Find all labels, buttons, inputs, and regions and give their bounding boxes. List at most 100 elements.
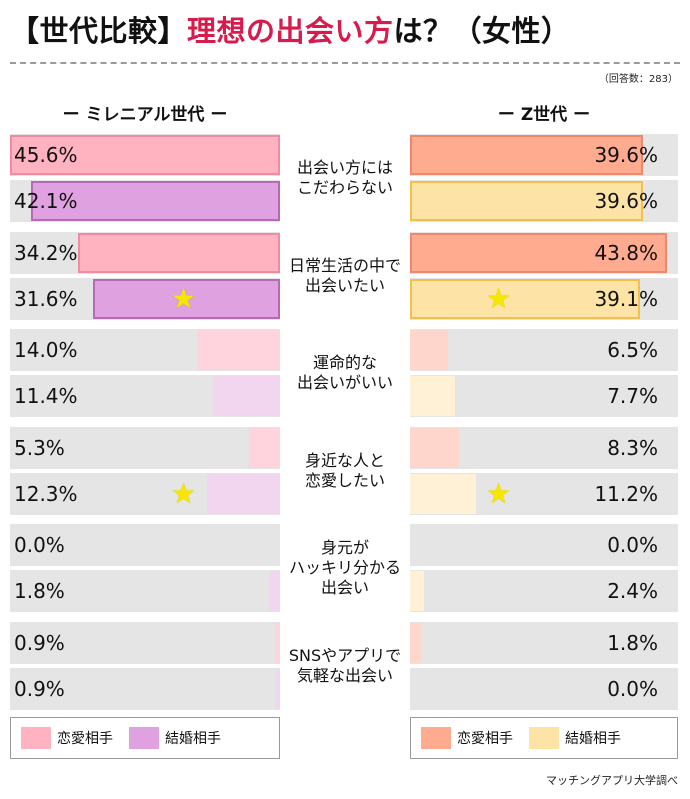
title-bracket: 【世代比較】 (10, 14, 188, 48)
legend-item-right-marriage: 結婚相手 (529, 727, 621, 749)
source-credit: マッチングアプリ大学調べ (546, 774, 678, 787)
bar-right (410, 330, 449, 370)
legend-swatch-right-marriage (529, 727, 559, 749)
category-label: 出会い方には こだわらない (280, 158, 410, 198)
dashed-divider (10, 62, 680, 64)
value-label-left: 14.0% (14, 338, 78, 362)
value-label-left: 12.3% (14, 481, 78, 506)
bar-left (269, 571, 280, 611)
category-label: 身元が ハッキリ分かる 出会い (280, 538, 410, 598)
right-panel-heading: ー Z世代 ー (497, 105, 591, 125)
value-label-left: 5.3% (14, 435, 65, 460)
category-label-line: こだわらない (296, 178, 393, 197)
bar-right (410, 473, 476, 514)
value-label-right: 2.4% (607, 579, 658, 603)
category-label-line: 出会いがいい (296, 373, 393, 392)
category-label-line: 出会い方には (296, 158, 393, 177)
row-background-left (10, 570, 280, 612)
bar-left (207, 473, 280, 514)
bar-left (77, 232, 280, 273)
value-label-left: 0.9% (14, 676, 65, 701)
category-label-line: 出会い (320, 578, 369, 597)
value-label-left: 1.8% (14, 579, 65, 603)
category-label-line: 気軽な出会い (296, 665, 393, 685)
category-label-line: 身元が (320, 538, 369, 557)
legend-swatch-left-love (21, 727, 51, 749)
legend-right: 恋愛相手 結婚相手 (410, 717, 678, 759)
category-label-line: 恋愛したい (304, 470, 385, 490)
category-label-line: 出会いたい (304, 275, 385, 295)
value-label-right: 6.5% (607, 338, 658, 362)
row-background-right (410, 621, 678, 664)
bar-right (410, 135, 643, 175)
value-label-left: 11.4% (14, 384, 78, 408)
star-icon: ★ (486, 281, 512, 315)
value-label-right: 1.8% (607, 630, 658, 655)
row-background-right (410, 329, 678, 371)
bar-left (274, 668, 280, 709)
bar-right (410, 278, 640, 319)
value-label-right: 39.1% (594, 286, 658, 311)
legend-label-right-marriage: 結婚相手 (565, 731, 621, 747)
value-label-right: 39.6% (594, 189, 658, 213)
legend-label-left-love: 恋愛相手 (57, 731, 113, 747)
bar-left (10, 135, 280, 175)
category-label-line: SNSやアプリで (288, 645, 402, 665)
legend-label-left-marriage: 結婚相手 (165, 731, 221, 747)
row-background-right (410, 524, 678, 566)
row-background-right (410, 570, 678, 612)
category-label: 運命的な 出会いがいい (280, 353, 410, 393)
bar-right (410, 622, 421, 663)
category-label-line: 身近な人と (304, 450, 385, 470)
row-background-left (10, 524, 280, 566)
value-label-right: 0.0% (607, 676, 658, 701)
bar-right (410, 571, 425, 611)
page-title: 【世代比較】理想の出会い方は？（女性） (10, 8, 571, 50)
bar-right (410, 181, 643, 221)
legend-label-right-love: 恋愛相手 (457, 731, 513, 747)
bar-left (197, 330, 280, 370)
bar-left (248, 427, 280, 468)
star-icon: ★ (171, 476, 197, 510)
legend-item-left-love: 恋愛相手 (21, 727, 113, 749)
value-label-right: 8.3% (607, 435, 658, 460)
value-label-left: 34.2% (14, 240, 78, 265)
bar-right (410, 427, 459, 468)
category-label: 身近な人と 恋愛したい (280, 451, 410, 491)
legend-item-left-marriage: 結婚相手 (129, 727, 221, 749)
bar-left (92, 278, 280, 319)
title-accent: 理想の出会い方 (187, 14, 394, 48)
legend-swatch-left-marriage (129, 727, 159, 749)
value-label-right: 43.8% (594, 240, 658, 265)
bar-left (274, 622, 280, 663)
category-label-line: 運命的な (312, 353, 377, 372)
bar-right (410, 376, 456, 416)
legend-swatch-right-love (421, 727, 451, 749)
category-label: SNSやアプリで 気軽な出会い (280, 646, 410, 686)
bar-right (410, 232, 668, 273)
value-label-left: 45.6% (14, 143, 78, 167)
star-icon: ★ (486, 476, 512, 510)
row-background-right (410, 667, 678, 710)
value-label-left: 0.0% (14, 533, 65, 557)
bar-left (212, 376, 280, 416)
category-label-line: 日常生活の中で (288, 255, 401, 275)
row-background-left (10, 621, 280, 664)
value-label-left: 31.6% (14, 286, 78, 311)
respondent-count: （回答数：283） (598, 74, 678, 85)
value-label-right: 7.7% (607, 384, 658, 408)
legend-left: 恋愛相手 結婚相手 (10, 717, 280, 759)
value-label-left: 42.1% (14, 189, 78, 213)
category-label: 日常生活の中で 出会いたい (280, 256, 410, 296)
value-label-right: 39.6% (594, 143, 658, 167)
value-label-right: 0.0% (607, 533, 658, 557)
category-label-line: ハッキリ分かる (288, 558, 401, 577)
title-tail: は？（女性） (393, 14, 571, 48)
row-background-left (10, 667, 280, 710)
legend-item-right-love: 恋愛相手 (421, 727, 513, 749)
bar-left (30, 181, 280, 221)
value-label-left: 0.9% (14, 630, 65, 655)
left-panel-heading: ー ミレニアル世代 ー (62, 105, 228, 125)
star-icon: ★ (171, 281, 197, 315)
value-label-right: 11.2% (594, 481, 658, 506)
